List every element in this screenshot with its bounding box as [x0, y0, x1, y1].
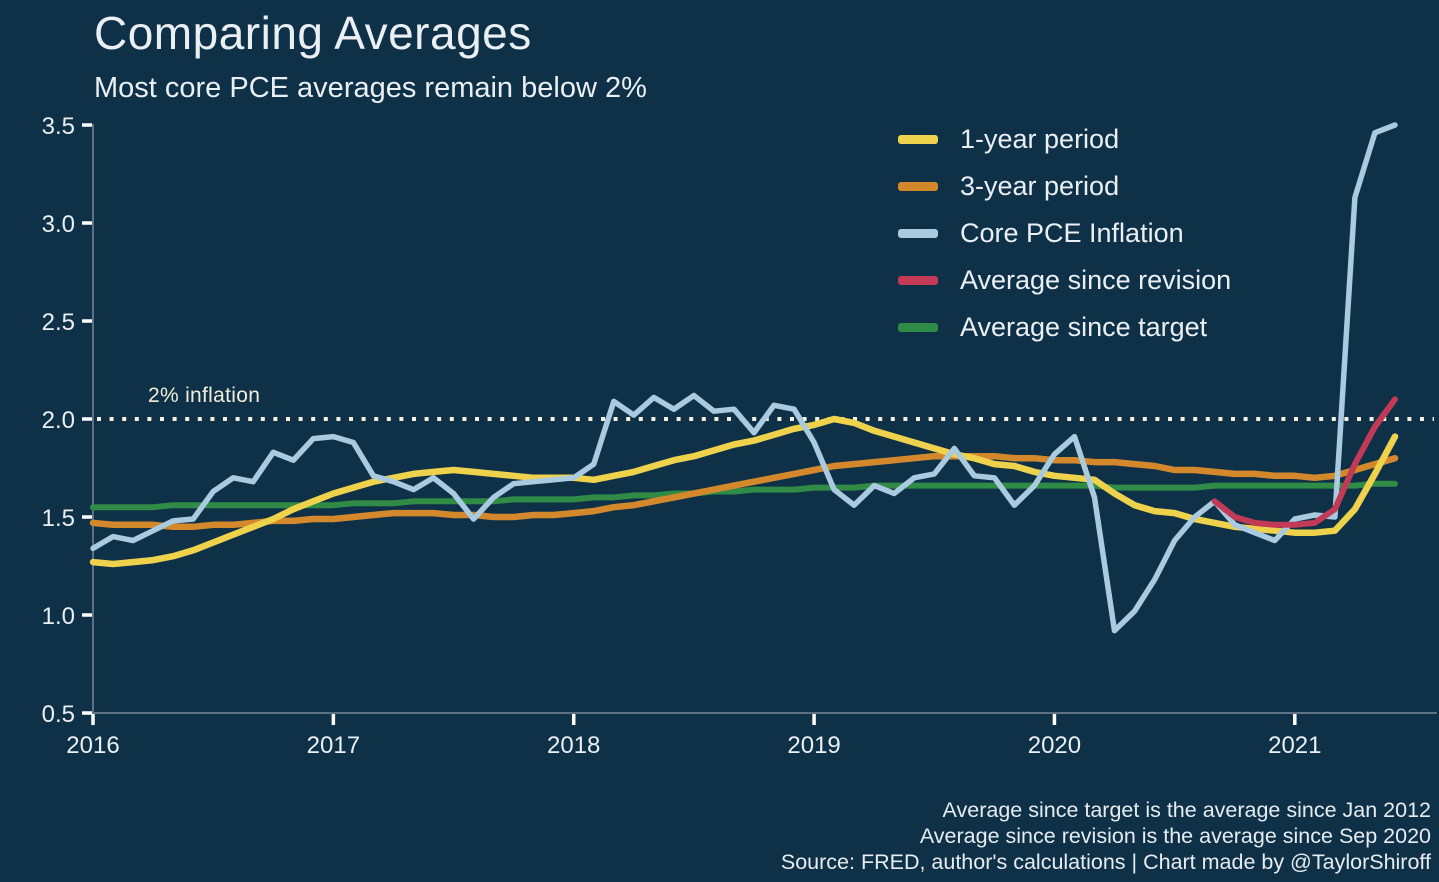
y-tick-label: 3.0: [42, 211, 75, 238]
x-tick-label: 2017: [307, 732, 360, 759]
footer-notes: Average since target is the average sinc…: [781, 797, 1431, 875]
legend-item-average-since-target: Average since target: [898, 304, 1231, 351]
legend-item-3-year-period: 3-year period: [898, 163, 1231, 210]
y-tick-label: 2.5: [42, 309, 75, 336]
legend-item-core-pce-inflation: Core PCE Inflation: [898, 210, 1231, 257]
legend-swatch-icon: [898, 135, 938, 144]
legend-item-label: 1-year period: [960, 124, 1120, 154]
two-percent-inflation-label: 2% inflation: [148, 384, 261, 407]
series-line-core-pce-inflation: [90, 122, 1398, 634]
footnote-source-credit: Source: FRED, author's calculations | Ch…: [780, 850, 1431, 874]
y-tick-label: 1.0: [42, 603, 75, 630]
series-line-average-since-revision: [1211, 396, 1398, 528]
legend-swatch-icon: [898, 182, 938, 191]
series-line-average-since-target: [90, 480, 1398, 511]
legend-item-label: Average since revision: [960, 265, 1232, 295]
page-subtitle: Most core PCE averages remain below 2%: [94, 72, 647, 104]
y-tick-label: 1.5: [42, 505, 75, 532]
legend-swatch-icon: [898, 229, 938, 238]
legend-item-1-year-period: 1-year period: [898, 116, 1231, 163]
legend-item-label: Average since target: [960, 312, 1208, 342]
x-tick-label: 2020: [1028, 732, 1081, 759]
legend-swatch-icon: [898, 323, 938, 332]
y-tick-label: 3.5: [42, 113, 75, 140]
footnote-avg-since-revision: Average since revision is the average si…: [919, 824, 1431, 848]
legend-swatch-icon: [898, 276, 938, 285]
x-tick-label: 2021: [1268, 732, 1321, 759]
legend-item-label: 3-year period: [960, 171, 1120, 201]
y-tick-label: 2.0: [42, 407, 75, 434]
x-tick-label: 2018: [547, 732, 600, 759]
legend: 1-year period 3-year period Core PCE Infla…: [898, 116, 1231, 351]
x-tick-label: 2019: [787, 732, 840, 759]
series-line-1-year-period: [89, 415, 1399, 568]
y-tick-label: 0.5: [42, 701, 75, 728]
page-title: Comparing Averages: [94, 7, 532, 59]
series-line-3-year-period: [89, 452, 1399, 531]
legend-item-average-since-revision: Average since revision: [898, 257, 1231, 304]
legend-item-label: Core PCE Inflation: [960, 218, 1184, 248]
x-tick-label: 2016: [66, 732, 119, 759]
footnote-avg-since-target: Average since target is the average sinc…: [942, 798, 1431, 822]
